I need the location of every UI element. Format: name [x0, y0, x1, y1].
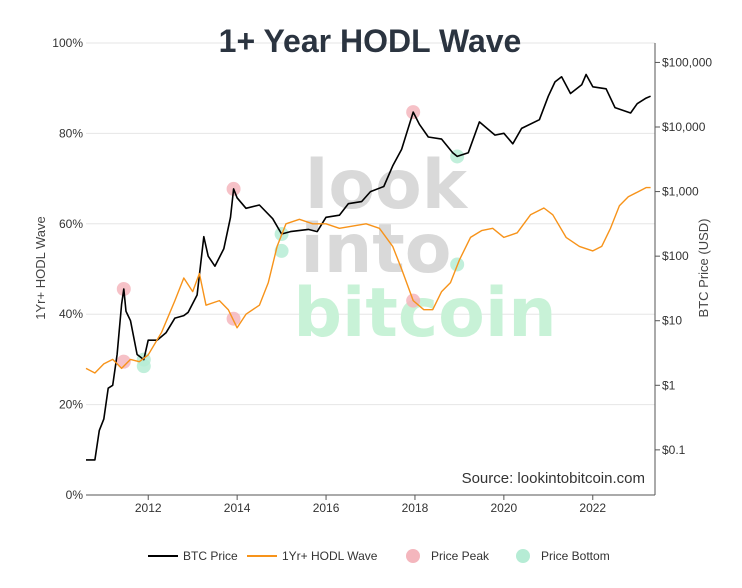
y-right-tick-label: $10,000 [662, 120, 706, 134]
y-right-tick-label: $100,000 [662, 55, 712, 69]
legend-label: BTC Price [183, 549, 238, 563]
y-left-tick-label: 40% [59, 307, 83, 321]
chart-title: 1+ Year HODL Wave [219, 23, 522, 59]
x-tick-label: 2018 [402, 501, 429, 515]
hodl-peak-marker [226, 311, 241, 326]
watermark-bitcoin: bitcoin [293, 274, 556, 353]
legend-label: Price Peak [431, 549, 490, 563]
legend: BTC Price 1Yr+ HODL Wave Price Peak Price B… [148, 549, 610, 563]
y-right-tick-label: $100 [662, 249, 689, 263]
legend-label: Price Bottom [541, 549, 610, 563]
x-tick-label: 2022 [579, 501, 606, 515]
y-right-tick-label: $1 [662, 378, 676, 392]
x-tick-label: 2012 [135, 501, 162, 515]
y-left-tick-label: 100% [52, 36, 83, 50]
y-right-tick-label: $0.1 [662, 443, 686, 457]
y-left-tick-label: 60% [59, 217, 83, 231]
legend-swatch-price_bottom [516, 549, 530, 563]
x-tick-label: 2014 [224, 501, 251, 515]
axes [86, 43, 660, 500]
y-left-tick-label: 0% [66, 488, 84, 502]
watermark-look: look [305, 146, 469, 225]
y-right-tick-label: $10 [662, 314, 682, 328]
x-tick-label: 2020 [491, 501, 518, 515]
x-tick-label: 2016 [313, 501, 340, 515]
hodl-wave-line [85, 186, 651, 374]
watermark: look into bitcoin [293, 146, 556, 353]
hodl-bottom-marker [136, 359, 151, 374]
y-left-tick-label: 20% [59, 398, 83, 412]
legend-swatch-price_peak [406, 549, 420, 563]
source-credit: Source: lookintobitcoin.com [462, 470, 645, 487]
y-left-tick-label: 80% [59, 126, 83, 140]
hodl-peak-marker [116, 354, 131, 369]
right-axis-label: BTC Price (USD) [696, 219, 711, 318]
legend-label: 1Yr+ HODL Wave [282, 549, 378, 563]
tick-labels: 0% 20% 40% 60% 80% 100% $0.1 $1 $10 $100 $1,000 $10… [52, 36, 712, 515]
left-axis-label: 1Yr+ HODL Wave [33, 216, 48, 319]
hodl-bottom-marker [274, 243, 289, 258]
y-right-tick-label: $1,000 [662, 185, 699, 199]
series-lines [85, 73, 651, 461]
